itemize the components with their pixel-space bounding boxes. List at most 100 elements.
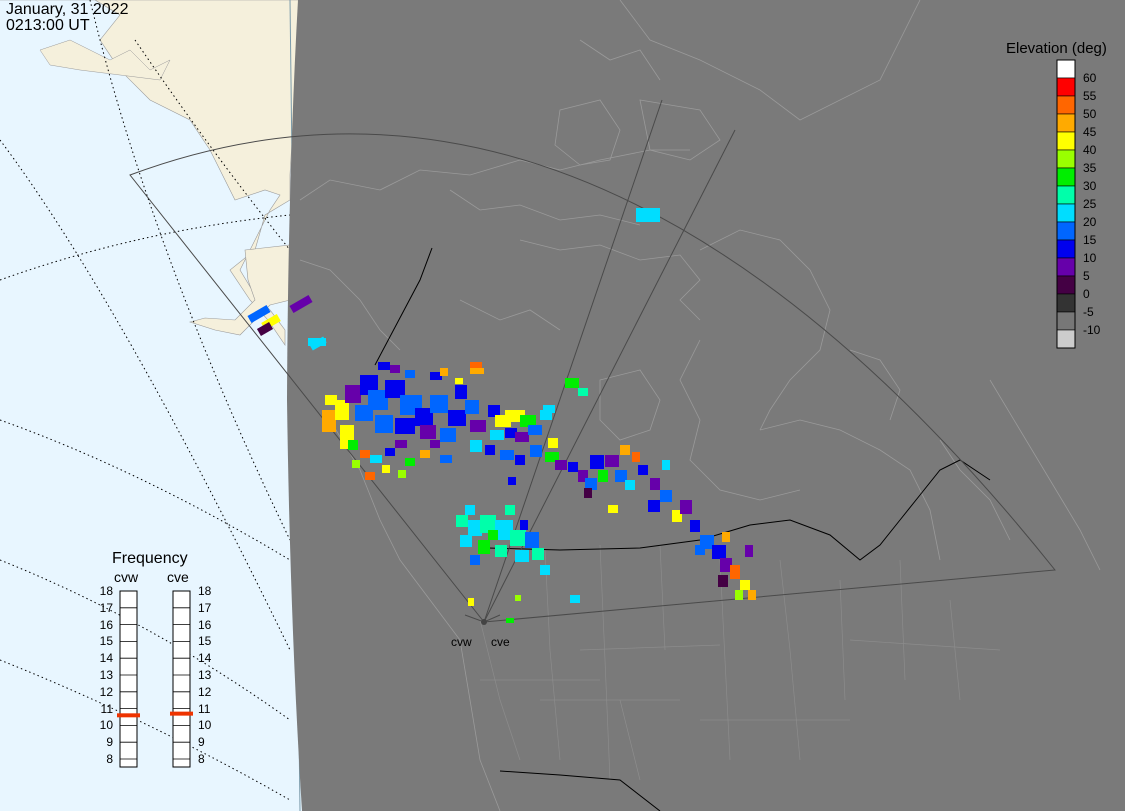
frequency-tick-label-left: 10 <box>99 718 113 733</box>
backscatter-cell <box>543 405 555 413</box>
frequency-tick-label-right: 9 <box>198 735 205 750</box>
backscatter-cell <box>440 428 456 442</box>
backscatter-cell <box>390 365 400 373</box>
frequency-title: Frequency <box>112 550 188 567</box>
state-border <box>479 619 521 761</box>
colorbar-swatch <box>1056 185 1076 205</box>
frequency-radar-cvw: cvw <box>114 569 139 585</box>
backscatter-cell <box>460 535 472 547</box>
backscatter-cell <box>308 338 326 346</box>
colorbar-swatch <box>1056 203 1076 223</box>
colorbar-swatch <box>1056 275 1076 295</box>
backscatter-cell <box>455 378 463 384</box>
backscatter-cell <box>430 372 442 380</box>
colorbar-tick-label: 15 <box>1083 233 1097 247</box>
backscatter-cell <box>345 385 361 403</box>
colorbar-swatch <box>1056 77 1076 97</box>
colorbar-tick-label: 0 <box>1083 287 1090 301</box>
backscatter-cell <box>515 595 521 601</box>
frequency-tick-label-left: 12 <box>99 684 113 699</box>
backscatter-cell <box>490 430 504 440</box>
coastline <box>554 99 621 166</box>
colorbar-swatch <box>1056 131 1076 151</box>
colorbar-title: Elevation (deg) <box>1006 40 1107 57</box>
state-border <box>779 559 801 761</box>
backscatter-cell <box>506 618 514 623</box>
colorbar-tick-label: 5 <box>1083 269 1090 283</box>
backscatter-cell <box>565 378 579 388</box>
grid-line <box>0 659 291 801</box>
backscatter-cell <box>465 505 475 515</box>
state-border <box>849 639 1001 651</box>
backscatter-cell <box>247 305 271 323</box>
backscatter-cell <box>405 458 415 466</box>
backscatter-cell <box>620 445 630 455</box>
fov-outer <box>129 133 1056 623</box>
backscatter-cell <box>420 450 430 458</box>
backscatter-cell <box>650 478 660 490</box>
backscatter-cell <box>335 400 349 420</box>
siberia-coast <box>39 39 171 81</box>
backscatter-cell <box>520 520 528 530</box>
coastline <box>639 99 721 161</box>
backscatter-cell <box>585 478 597 490</box>
frequency-tick-label-right: 8 <box>198 752 205 766</box>
backscatter-cell <box>456 515 468 527</box>
backscatter-cell <box>485 445 495 455</box>
backscatter-cell <box>608 505 618 513</box>
state-border <box>659 544 666 651</box>
backscatter-cell <box>695 545 705 555</box>
backscatter-cell <box>632 452 640 462</box>
colorbar-tick-label: 20 <box>1083 215 1097 229</box>
coastline <box>699 229 831 431</box>
frequency-column-cve <box>172 590 191 768</box>
backscatter-cell <box>448 410 466 426</box>
backscatter-cell <box>468 520 482 536</box>
coastline <box>619 0 921 121</box>
colorbar-swatch <box>1056 293 1076 313</box>
backscatter-cell <box>540 410 552 420</box>
backscatter-cell <box>515 432 529 442</box>
frequency-tick-label-left: 18 <box>99 584 113 598</box>
backscatter-cell <box>470 555 480 565</box>
backscatter-cell <box>605 455 619 467</box>
backscatter-cell <box>398 470 406 478</box>
backscatter-cell <box>440 368 448 376</box>
coastline <box>299 149 690 201</box>
state-border <box>899 559 906 681</box>
state-border <box>949 599 961 701</box>
frequency-tick-label-right: 16 <box>198 617 212 632</box>
frequency-tick-label-left: 17 <box>99 600 113 615</box>
coastline <box>519 239 701 321</box>
colorbar-swatch <box>1056 257 1076 277</box>
grid-line <box>0 139 291 651</box>
coastline <box>849 349 901 421</box>
backscatter-cell <box>578 470 588 482</box>
colorbar-tick-label: 10 <box>1083 251 1097 265</box>
backscatter-cell <box>385 380 405 398</box>
coastline <box>679 339 801 501</box>
backscatter-cell <box>480 515 496 533</box>
grid-line <box>134 39 291 251</box>
backscatter-cell <box>348 440 358 450</box>
backscatter-cell <box>720 558 732 572</box>
night-region <box>287 0 1125 811</box>
frequency-tick-label-right: 15 <box>198 634 212 649</box>
coastline <box>599 369 661 441</box>
backscatter-cell <box>638 465 648 475</box>
backscatter-cell <box>322 410 336 432</box>
state-border <box>579 644 721 651</box>
frequency-tick-label-left: 8 <box>106 752 113 766</box>
backscatter-cell <box>352 460 360 468</box>
colorbar-swatch <box>1056 311 1076 331</box>
frequency-tick-label-right: 11 <box>198 701 211 716</box>
backscatter-cell <box>468 598 474 606</box>
coastline <box>579 39 661 81</box>
frequency-tick-label-right: 12 <box>198 684 212 699</box>
backscatter-cell <box>515 455 525 465</box>
coastline <box>989 379 1101 571</box>
backscatter-cell <box>365 472 375 480</box>
backscatter-cell <box>455 385 467 399</box>
backscatter-cell <box>385 448 395 456</box>
